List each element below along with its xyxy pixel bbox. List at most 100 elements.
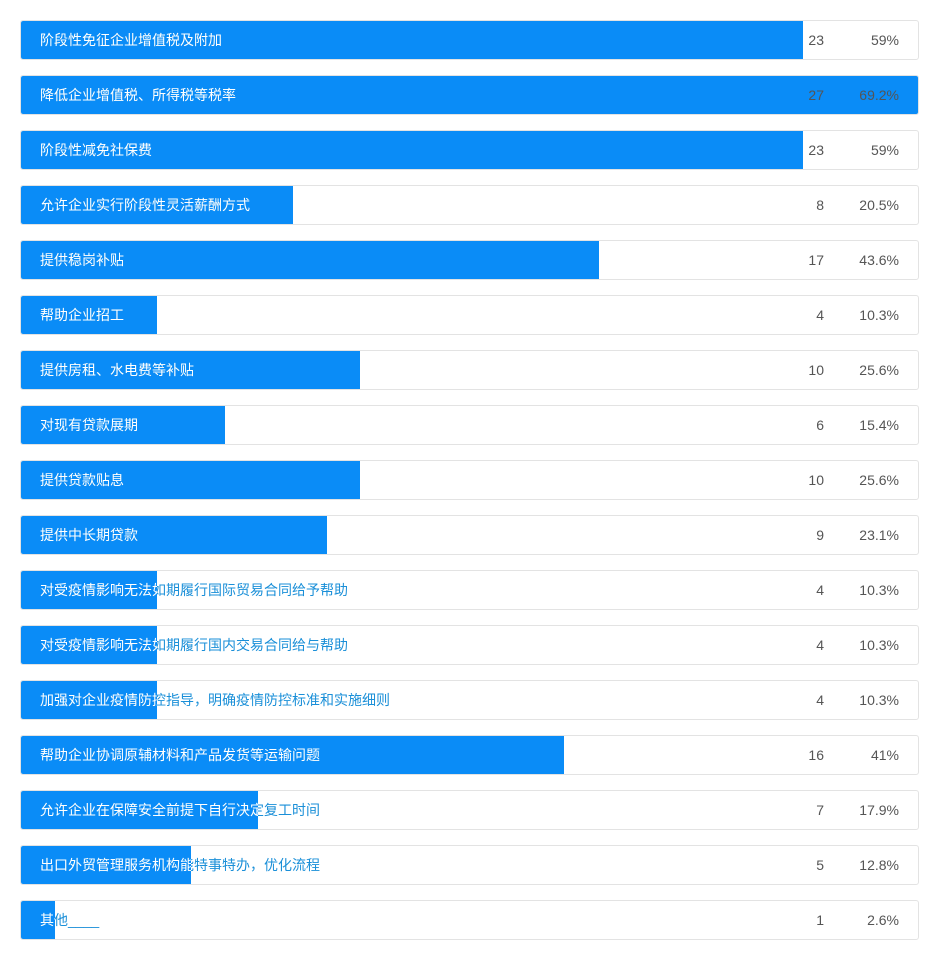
category-label-on-bar: 帮助企业协调原辅材料和产品发货等运输问题 [40, 747, 320, 763]
category-label: 出口外贸管理服务机构能特事特办，优化流程 [40, 857, 320, 873]
bar-row: 提供中长期贷款 提供中长期贷款 9 23.1% [20, 515, 919, 555]
percent-label: 23.1% [859, 527, 899, 543]
percent-label: 59% [870, 32, 899, 48]
bar-row: 阶段性免征企业增值税及附加 阶段性免征企业增值税及附加 23 59% [20, 20, 919, 60]
category-label: 阶段性减免社保费 [40, 142, 152, 158]
bar-row: 提供稳岗补贴 提供稳岗补贴 17 43.6% [20, 240, 919, 280]
bar-label-overlay: 降低企业增值税、所得税等税率 [21, 76, 918, 114]
bar [21, 241, 599, 279]
category-label: 提供贷款贴息 [40, 472, 124, 488]
bar-label-overlay: 帮助企业招工 [21, 296, 157, 334]
count-label: 4 [816, 692, 824, 708]
bar-label-overlay: 阶段性免征企业增值税及附加 [21, 21, 803, 59]
bar-label-overlay: 允许企业在保障安全前提下自行决定复工时间 [21, 791, 258, 829]
percent-label: 17.9% [859, 802, 899, 818]
count-label: 10 [808, 362, 824, 378]
bar [21, 186, 293, 224]
count-label: 16 [808, 747, 824, 763]
count-label: 27 [808, 87, 824, 103]
bar-label-overlay: 其他____ [21, 901, 55, 939]
bar-label-overlay: 帮助企业协调原辅材料和产品发货等运输问题 [21, 736, 564, 774]
category-label-on-bar: 提供房租、水电费等补贴 [40, 362, 194, 378]
percent-label: 41% [870, 747, 899, 763]
category-label: 提供中长期贷款 [40, 527, 138, 543]
category-label: 提供稳岗补贴 [40, 252, 124, 268]
count-label: 9 [816, 527, 824, 543]
count-label: 23 [808, 142, 824, 158]
bar-row: 提供房租、水电费等补贴 提供房租、水电费等补贴 10 25.6% [20, 350, 919, 390]
category-label: 允许企业实行阶段性灵活薪酬方式 [40, 197, 250, 213]
count-label: 4 [816, 637, 824, 653]
bar-row: 帮助企业协调原辅材料和产品发货等运输问题 帮助企业协调原辅材料和产品发货等运输问题… [20, 735, 919, 775]
bar-row: 提供贷款贴息 提供贷款贴息 10 25.6% [20, 460, 919, 500]
category-label: 降低企业增值税、所得税等税率 [40, 87, 236, 103]
bar-row: 出口外贸管理服务机构能特事特办，优化流程出口外贸管理服务机构能特事特办，优化流程… [20, 845, 919, 885]
category-label: 加强对企业疫情防控指导，明确疫情防控标准和实施细则 [40, 692, 390, 708]
bar-row: 允许企业实行阶段性灵活薪酬方式 允许企业实行阶段性灵活薪酬方式 8 20.5% [20, 185, 919, 225]
count-label: 6 [816, 417, 824, 433]
bar [21, 736, 564, 774]
bar-label-overlay: 提供稳岗补贴 [21, 241, 599, 279]
count-label: 23 [808, 32, 824, 48]
category-label: 帮助企业招工 [40, 307, 124, 323]
bar-label-overlay: 对现有贷款展期 [21, 406, 225, 444]
bar-label-overlay: 对受疫情影响无法如期履行国内交易合同给与帮助 [21, 626, 157, 664]
category-label-on-bar: 允许企业在保障安全前提下自行决定复工时间 [40, 802, 258, 818]
percent-label: 25.6% [859, 472, 899, 488]
percent-label: 59% [870, 142, 899, 158]
percent-label: 12.8% [859, 857, 899, 873]
bar-row: 其他____其他____12.6% [20, 900, 919, 940]
category-label-on-bar: 阶段性免征企业增值税及附加 [40, 32, 222, 48]
bar-label-overlay: 出口外贸管理服务机构能特事特办，优化流程 [21, 846, 191, 884]
percent-label: 25.6% [859, 362, 899, 378]
count-label: 1 [816, 912, 824, 928]
bar [21, 351, 360, 389]
category-label: 对现有贷款展期 [40, 417, 138, 433]
bar-row: 对受疫情影响无法如期履行国内交易合同给与帮助对受疫情影响无法如期履行国内交易合同… [20, 625, 919, 665]
category-label-on-bar: 对受疫情影响无法如期履行国内交易合同给与帮助 [40, 637, 157, 653]
bar-label-overlay: 提供贷款贴息 [21, 461, 360, 499]
bar-row: 阶段性减免社保费 阶段性减免社保费 23 59% [20, 130, 919, 170]
bar [21, 516, 327, 554]
category-label: 其他____ [40, 912, 100, 928]
category-label: 对受疫情影响无法如期履行国内交易合同给与帮助 [40, 637, 348, 653]
count-label: 17 [808, 252, 824, 268]
bar-label-overlay: 对受疫情影响无法如期履行国际贸易合同给予帮助 [21, 571, 157, 609]
percent-label: 43.6% [859, 252, 899, 268]
bar [21, 846, 191, 884]
bar-row: 对现有贷款展期 对现有贷款展期 6 15.4% [20, 405, 919, 445]
bar-label-overlay: 加强对企业疫情防控指导，明确疫情防控标准和实施细则 [21, 681, 157, 719]
category-label-on-bar: 阶段性减免社保费 [40, 142, 152, 158]
bar-row: 降低企业增值税、所得税等税率 降低企业增值税、所得税等税率 27 69.2% [20, 75, 919, 115]
percent-label: 10.3% [859, 307, 899, 323]
count-label: 4 [816, 582, 824, 598]
bar [21, 626, 157, 664]
category-label-on-bar: 帮助企业招工 [40, 307, 124, 323]
category-label-on-bar: 对受疫情影响无法如期履行国际贸易合同给予帮助 [40, 582, 157, 598]
bar-row: 加强对企业疫情防控指导，明确疫情防控标准和实施细则加强对企业疫情防控指导，明确疫… [20, 680, 919, 720]
percent-label: 10.3% [859, 692, 899, 708]
bar [21, 21, 803, 59]
count-label: 4 [816, 307, 824, 323]
category-label: 阶段性免征企业增值税及附加 [40, 32, 222, 48]
percent-label: 20.5% [859, 197, 899, 213]
percent-label: 69.2% [859, 87, 899, 103]
category-label-on-bar: 允许企业实行阶段性灵活薪酬方式 [40, 197, 250, 213]
percent-label: 10.3% [859, 637, 899, 653]
count-label: 5 [816, 857, 824, 873]
bar [21, 296, 157, 334]
bar [21, 76, 918, 114]
bar-row: 允许企业在保障安全前提下自行决定复工时间允许企业在保障安全前提下自行决定复工时间… [20, 790, 919, 830]
percent-label: 2.6% [867, 912, 899, 928]
percent-label: 10.3% [859, 582, 899, 598]
bar [21, 681, 157, 719]
bar-label-overlay: 阶段性减免社保费 [21, 131, 803, 169]
bar [21, 791, 258, 829]
category-label-on-bar: 其他____ [40, 912, 55, 928]
bar-label-overlay: 提供中长期贷款 [21, 516, 327, 554]
bar [21, 131, 803, 169]
bar-label-overlay: 允许企业实行阶段性灵活薪酬方式 [21, 186, 293, 224]
category-label-on-bar: 对现有贷款展期 [40, 417, 138, 433]
category-label: 允许企业在保障安全前提下自行决定复工时间 [40, 802, 320, 818]
bar-label-overlay: 提供房租、水电费等补贴 [21, 351, 360, 389]
